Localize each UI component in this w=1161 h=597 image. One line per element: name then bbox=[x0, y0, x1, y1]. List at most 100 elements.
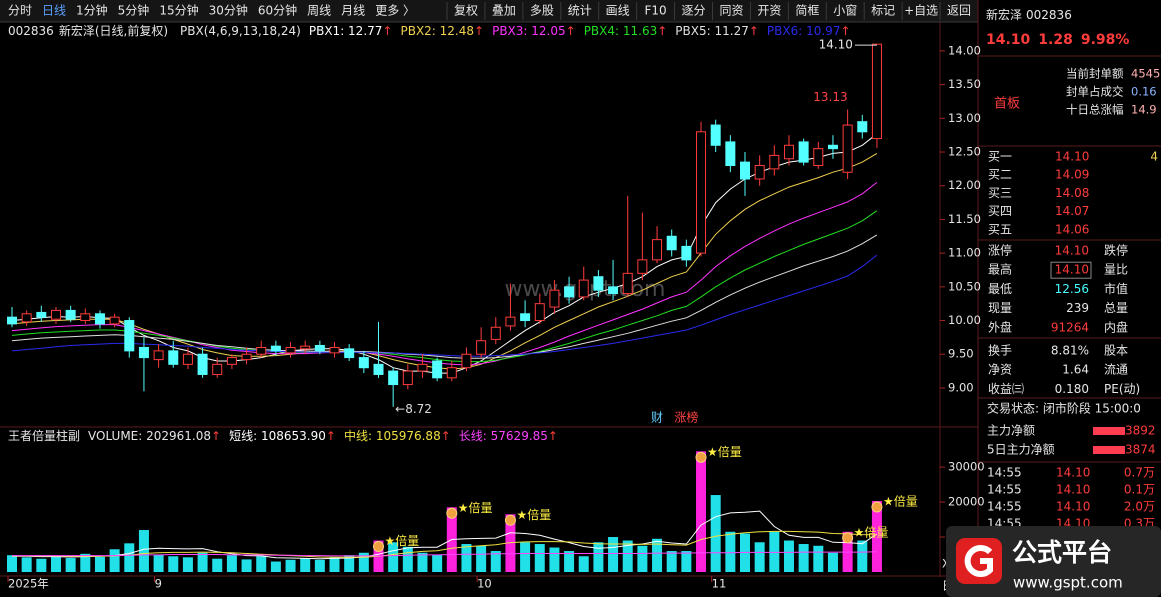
legend-value: 105976.88 bbox=[376, 429, 441, 443]
volume-bar bbox=[80, 553, 91, 572]
plot: 14.00 13.50 13.00 12.50 12.00 11.50 11.00 10.50… bbox=[7, 23, 985, 593]
high-label: 13.13 bbox=[813, 90, 847, 104]
candle-body bbox=[871, 43, 882, 140]
y-tick-label: 13.50 bbox=[948, 77, 981, 91]
period-tab[interactable]: 1分钟 bbox=[76, 3, 108, 18]
legend-arrow: ↑ bbox=[474, 24, 484, 38]
x-tick-label: 2025年 bbox=[8, 577, 49, 591]
toolbar-button[interactable]: 小窗 bbox=[833, 4, 857, 18]
flow-bar bbox=[1093, 446, 1125, 454]
toolbar-button[interactable]: 多股 bbox=[530, 4, 554, 18]
volume-average bbox=[12, 551, 877, 557]
toolbar-button[interactable]: +自选 bbox=[904, 4, 938, 18]
period-tab[interactable]: 分时 bbox=[8, 4, 32, 18]
toolbar-button[interactable]: 返回 bbox=[947, 4, 971, 18]
volume-bar bbox=[168, 556, 179, 572]
candle-body bbox=[696, 131, 707, 254]
period-tab[interactable]: 日线 bbox=[42, 4, 66, 18]
volume-bar bbox=[783, 540, 794, 572]
highlight-icon bbox=[446, 507, 458, 519]
candle-body bbox=[637, 259, 648, 274]
tick-time: 14:55 bbox=[987, 483, 1022, 497]
period-tab[interactable]: 周线 bbox=[307, 4, 331, 18]
candle-body bbox=[373, 363, 384, 375]
highlight-icon bbox=[871, 501, 883, 513]
candle-body bbox=[256, 346, 267, 355]
toolbar-button[interactable]: 标记 bbox=[871, 4, 895, 18]
toolbar-button[interactable]: 叠加 bbox=[492, 4, 516, 18]
value-box bbox=[1050, 261, 1092, 279]
seal-label: 十日总涨幅 bbox=[1066, 103, 1124, 117]
volume-bar bbox=[241, 559, 252, 572]
toolbar-button[interactable]: 开资 bbox=[757, 4, 781, 18]
candle-body bbox=[50, 309, 61, 320]
candle-body bbox=[534, 303, 545, 322]
y-tick-label: 10.50 bbox=[948, 279, 981, 293]
candle-body bbox=[666, 235, 677, 251]
stat-value: 12.56 bbox=[1055, 282, 1089, 296]
low-marker: ←8.72 bbox=[395, 401, 432, 415]
toolbar-button[interactable]: 逐分 bbox=[682, 4, 706, 18]
period-tab[interactable]: 月线 bbox=[341, 4, 365, 18]
toolbar-button[interactable]: 统计 bbox=[568, 4, 592, 18]
legend-value: 10.97 bbox=[806, 24, 840, 38]
toolbar-button[interactable]: F10 bbox=[645, 4, 667, 18]
candle-body bbox=[813, 148, 824, 167]
volume-bar bbox=[256, 556, 267, 572]
toolbar-button[interactable]: 简框 bbox=[795, 4, 819, 18]
candle-body bbox=[432, 360, 443, 379]
volume-bar bbox=[490, 551, 501, 572]
book-level: 买四 bbox=[988, 204, 1012, 218]
indicator-title: 王者倍量柱副 bbox=[8, 428, 80, 443]
candle-body bbox=[94, 313, 105, 325]
logo-text: 公式平台 bbox=[1012, 538, 1112, 567]
period-tab[interactable]: 更多 〉 bbox=[375, 4, 415, 18]
legend-name: PBX6 bbox=[767, 24, 798, 38]
book-level: 买一 bbox=[988, 150, 1012, 164]
volume-bar bbox=[417, 552, 428, 572]
legend-arrow: ↑ bbox=[382, 24, 392, 38]
period-tab[interactable]: 5分钟 bbox=[118, 3, 150, 18]
candle-body bbox=[153, 350, 164, 361]
legend-arrow: ↑ bbox=[326, 429, 336, 443]
moving-average bbox=[11, 210, 878, 363]
volume-bar bbox=[94, 556, 105, 572]
volume-bar bbox=[549, 547, 560, 572]
candle-body bbox=[476, 340, 487, 355]
stat-label: 最低 bbox=[988, 282, 1012, 296]
highlight-label: ★倍量 bbox=[883, 494, 918, 509]
y-tick-label: 12.50 bbox=[948, 145, 981, 159]
candle-body bbox=[461, 353, 472, 369]
legend-arrow: ↑ bbox=[840, 24, 850, 38]
seal-value: 14.9 bbox=[1131, 103, 1157, 117]
stat-label: 总量 bbox=[1104, 301, 1128, 315]
toolbar-button[interactable]: 复权 bbox=[454, 4, 478, 18]
stat-label: 流通 bbox=[1104, 363, 1128, 377]
candle-body bbox=[740, 161, 750, 180]
toolbar-button[interactable]: 同资 bbox=[719, 4, 743, 18]
candle-body bbox=[168, 350, 179, 365]
highlight-label: ★倍量 bbox=[707, 444, 742, 459]
y-tick-label: 11.00 bbox=[948, 246, 981, 260]
legend-sep: : bbox=[615, 24, 623, 38]
toolbar-button[interactable]: 画线 bbox=[606, 4, 630, 18]
event-marker[interactable]: 涨榜 bbox=[674, 410, 698, 425]
event-marker[interactable]: 财 bbox=[651, 411, 663, 425]
period-tab[interactable]: 15分钟 bbox=[159, 3, 198, 18]
volume-bar bbox=[50, 556, 61, 572]
volume-bar bbox=[7, 555, 17, 572]
tick-price: 14.10 bbox=[1056, 466, 1090, 480]
y-tick-label: 12.00 bbox=[948, 178, 981, 192]
candle-body bbox=[36, 311, 47, 318]
period-tab[interactable]: 60分钟 bbox=[258, 3, 297, 18]
candle-body bbox=[783, 144, 794, 160]
book-level: 买五 bbox=[988, 222, 1012, 236]
stat-label: 市值 bbox=[1104, 281, 1128, 296]
volume-bar bbox=[696, 451, 707, 572]
period-tab[interactable]: 30分钟 bbox=[209, 3, 248, 18]
tick-time: 14:55 bbox=[987, 500, 1022, 514]
volume-bar bbox=[520, 542, 531, 572]
stat-label: 换手 bbox=[988, 344, 1012, 358]
volume-bar bbox=[109, 549, 120, 572]
candle-body bbox=[80, 313, 91, 322]
